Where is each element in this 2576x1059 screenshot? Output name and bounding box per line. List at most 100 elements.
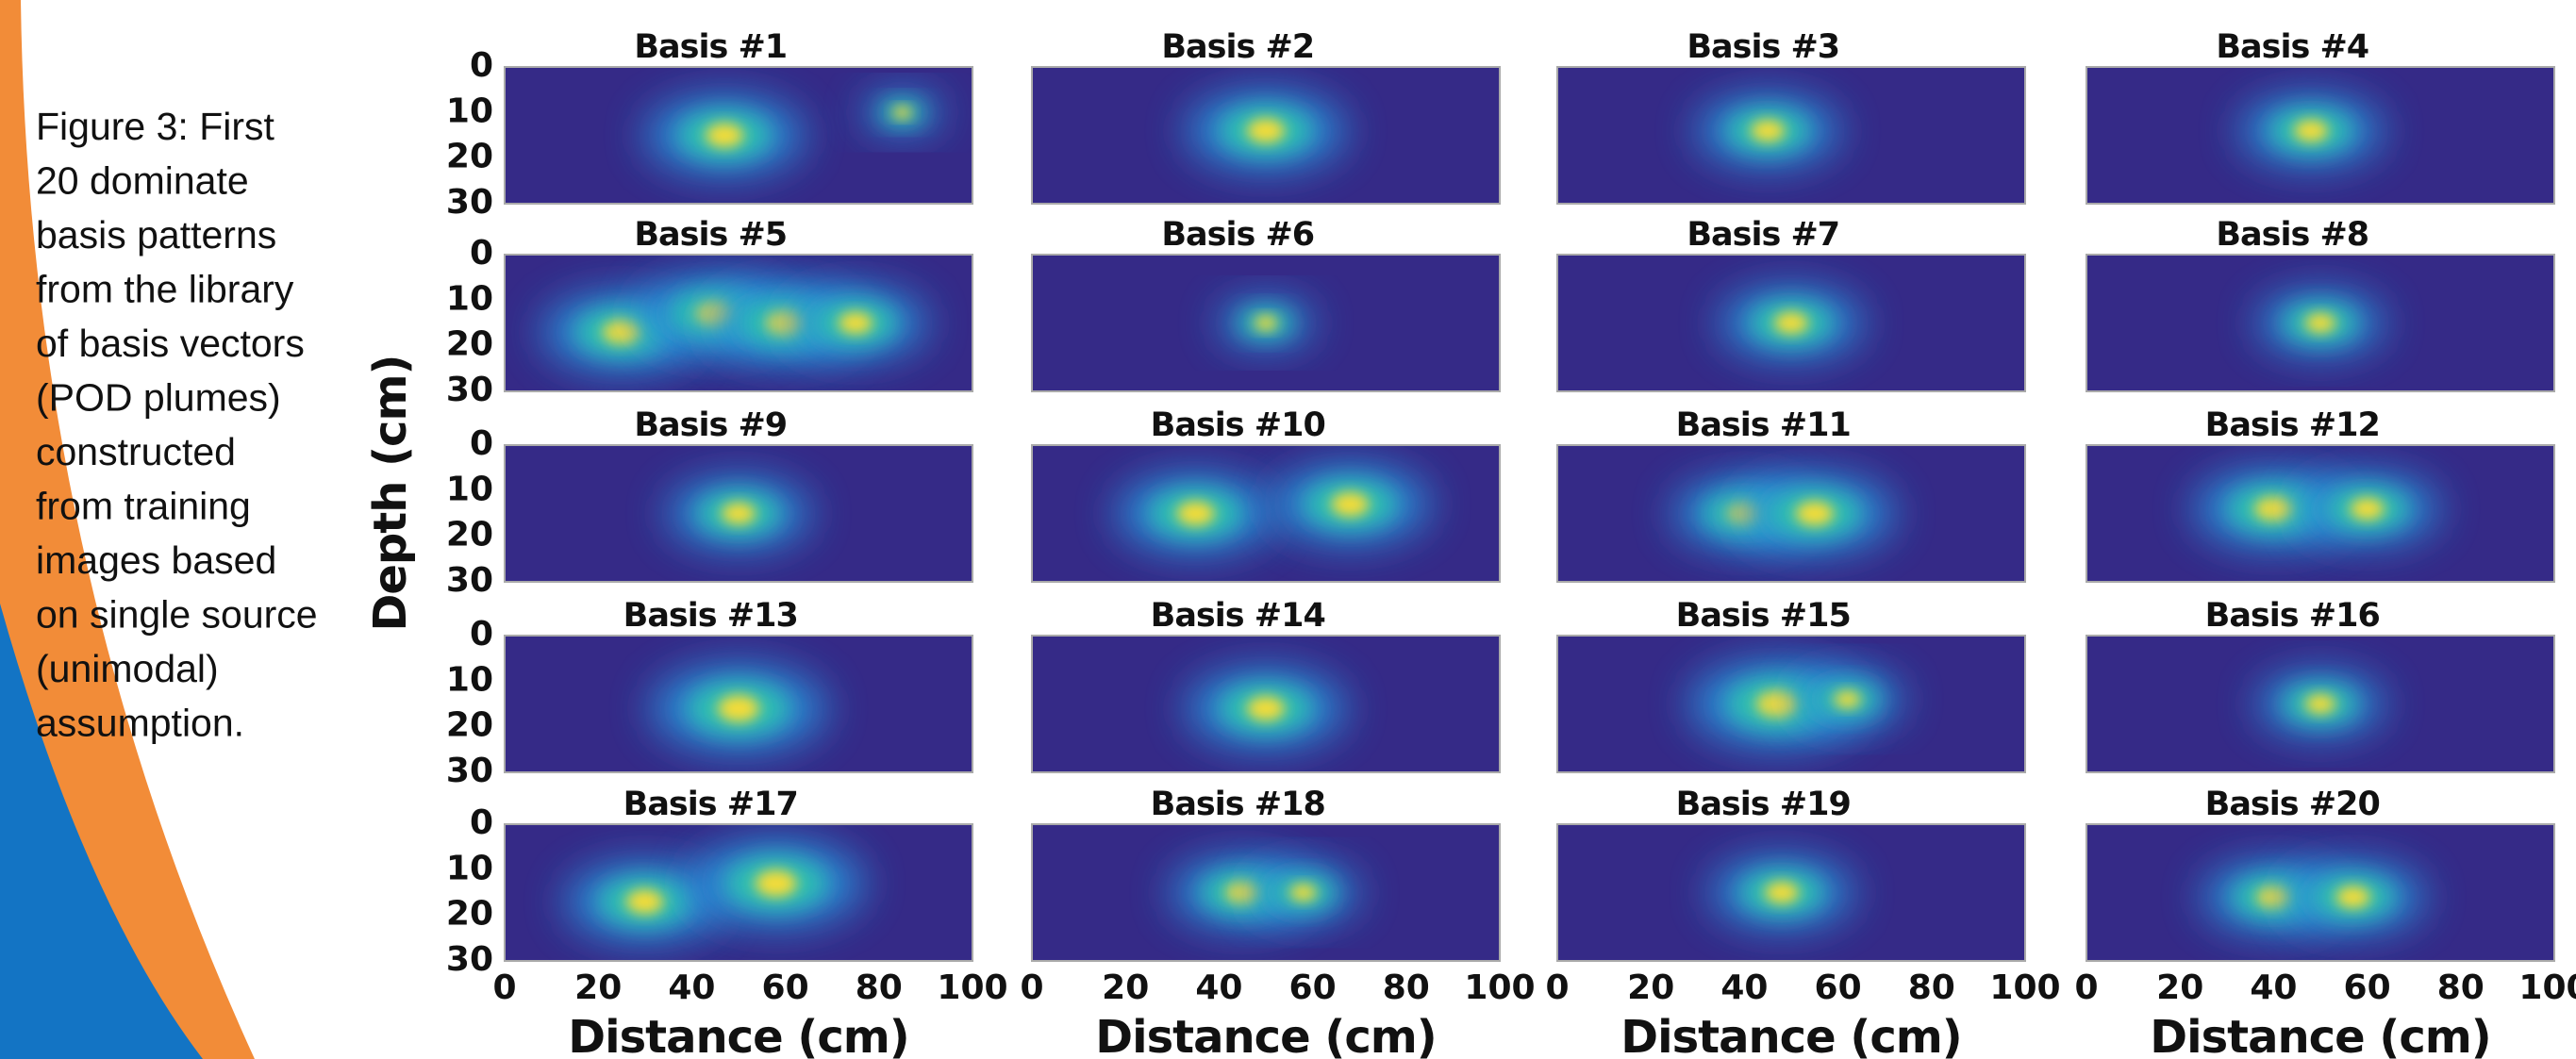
y-tick-label: 10 (446, 279, 493, 318)
y-tick-label: 30 (446, 940, 493, 979)
x-tick-label: 100 (937, 968, 1007, 1007)
y-tick-label: 20 (446, 325, 493, 364)
x-tick-label: 100 (1464, 968, 1535, 1007)
x-tick-label: 100 (1989, 968, 2060, 1007)
x-axis-label: Distance (cm) (1095, 1011, 1436, 1059)
x-tick-label: 40 (668, 968, 715, 1007)
x-tick-label: 20 (1102, 968, 1149, 1007)
panel-title: Basis #16 (2205, 597, 2380, 635)
caption-line: from training (36, 485, 251, 528)
panel-title: Basis #9 (634, 406, 787, 444)
y-tick-label: 20 (446, 706, 493, 745)
blob-core (603, 320, 640, 344)
y-tick-label: 10 (446, 91, 493, 130)
x-tick-label: 80 (1383, 968, 1430, 1007)
panel-title: Basis #7 (1687, 216, 1839, 254)
panel: Basis #19 0 20 40 60 80 100 Distance (cm) (1545, 786, 2060, 1059)
blob-core (1290, 884, 1317, 901)
blob-core (2254, 497, 2292, 521)
panel: Basis #130102030 (446, 597, 972, 790)
y-tick-label: 0 (470, 46, 493, 85)
x-axis-label: Distance (cm) (1620, 1011, 1961, 1059)
y-tick-label: 30 (446, 752, 493, 790)
blob-core (2336, 886, 2370, 908)
panel-title: Basis #17 (623, 786, 798, 823)
caption-line: from the library (36, 268, 294, 311)
blob-core (706, 124, 743, 148)
panel: Basis #20020406080100Distance (cm) (2074, 786, 2576, 1059)
panel: Basis #3 (1557, 28, 2025, 204)
heatmap-blobs (1186, 91, 1346, 171)
panel: Basis #6 (1032, 216, 1500, 391)
blob-core (2351, 498, 2385, 520)
x-tick-label: 80 (856, 968, 903, 1007)
y-tick-label: 10 (446, 470, 493, 508)
panel-title: Basis #19 (1676, 786, 1851, 823)
panel-title: Basis #18 (1151, 786, 1325, 823)
heatmap-blobs (2256, 672, 2385, 736)
heatmap-blobs (1696, 95, 1840, 167)
panel: Basis #10 (1032, 406, 1500, 582)
panel: Basis #170102030020406080100Distance (cm… (446, 786, 1008, 1059)
x-tick-label: 20 (1627, 968, 1674, 1007)
blob-core (2305, 313, 2335, 333)
heatmap-blobs (1186, 669, 1346, 748)
caption-line: on single source (36, 593, 318, 637)
panel-title: Basis #3 (1687, 28, 1839, 66)
blob-core (626, 889, 664, 914)
heatmap-blobs (1218, 299, 1314, 346)
panel-title: Basis #20 (2205, 786, 2380, 823)
panel-title: Basis #8 (2216, 216, 2368, 254)
panel: Basis #15 (1557, 597, 2025, 772)
heatmap-blobs (2193, 470, 2439, 549)
caption-line: of basis vectors (36, 322, 305, 365)
x-tick-label: 80 (2437, 968, 2485, 1007)
y-tick-label: 10 (446, 849, 493, 887)
blob-core (1751, 120, 1785, 141)
blob-core (2305, 694, 2335, 714)
heatmap-blobs (667, 478, 811, 550)
panel-title: Basis #13 (623, 597, 798, 635)
caption-line: (POD plumes) (36, 376, 281, 420)
x-tick-label: 80 (1908, 968, 1955, 1007)
x-tick-label: 0 (1545, 968, 1569, 1007)
y-tick-label: 20 (446, 895, 493, 934)
x-tick-label: 0 (492, 968, 516, 1007)
heatmap-blobs (651, 665, 827, 752)
heatmap-blobs (1672, 474, 1895, 554)
blob-core (722, 503, 756, 524)
panel-title: Basis #5 (634, 216, 787, 254)
x-tick-label: 40 (1720, 968, 1768, 1007)
heatmap-blobs (1720, 288, 1864, 359)
y-tick-label: 20 (446, 516, 493, 554)
panel-title: Basis #11 (1676, 406, 1851, 444)
blob-core (1765, 882, 1799, 903)
x-tick-label: 60 (762, 968, 809, 1007)
panel: Basis #11 (1557, 406, 2025, 582)
heatmap-blobs (1710, 857, 1854, 929)
x-tick-label: 60 (1815, 968, 1862, 1007)
blob-core (1756, 690, 1798, 718)
x-axis-label: Distance (cm) (568, 1011, 908, 1059)
caption-line: assumption. (36, 702, 244, 745)
heatmap-blobs (2239, 95, 2384, 167)
panel-title: Basis #4 (2216, 28, 2368, 66)
blob-core (756, 870, 797, 898)
caption-line: constructed (36, 430, 236, 473)
x-tick-label: 40 (2250, 968, 2297, 1007)
y-tick-label: 20 (446, 138, 493, 176)
panel: Basis #14 (1032, 597, 1500, 772)
panel: Basis #7 (1557, 216, 2025, 391)
blob-core (718, 695, 759, 722)
y-tick-label: 0 (470, 615, 493, 654)
y-tick-label: 30 (446, 183, 493, 222)
panel-title: Basis #14 (1151, 597, 1325, 635)
y-tick-label: 0 (470, 424, 493, 463)
blob-core (1331, 492, 1369, 517)
panel-title: Basis #6 (1161, 216, 1314, 254)
panel: Basis #12 (2086, 406, 2554, 582)
x-tick-label: 20 (2156, 968, 2203, 1007)
